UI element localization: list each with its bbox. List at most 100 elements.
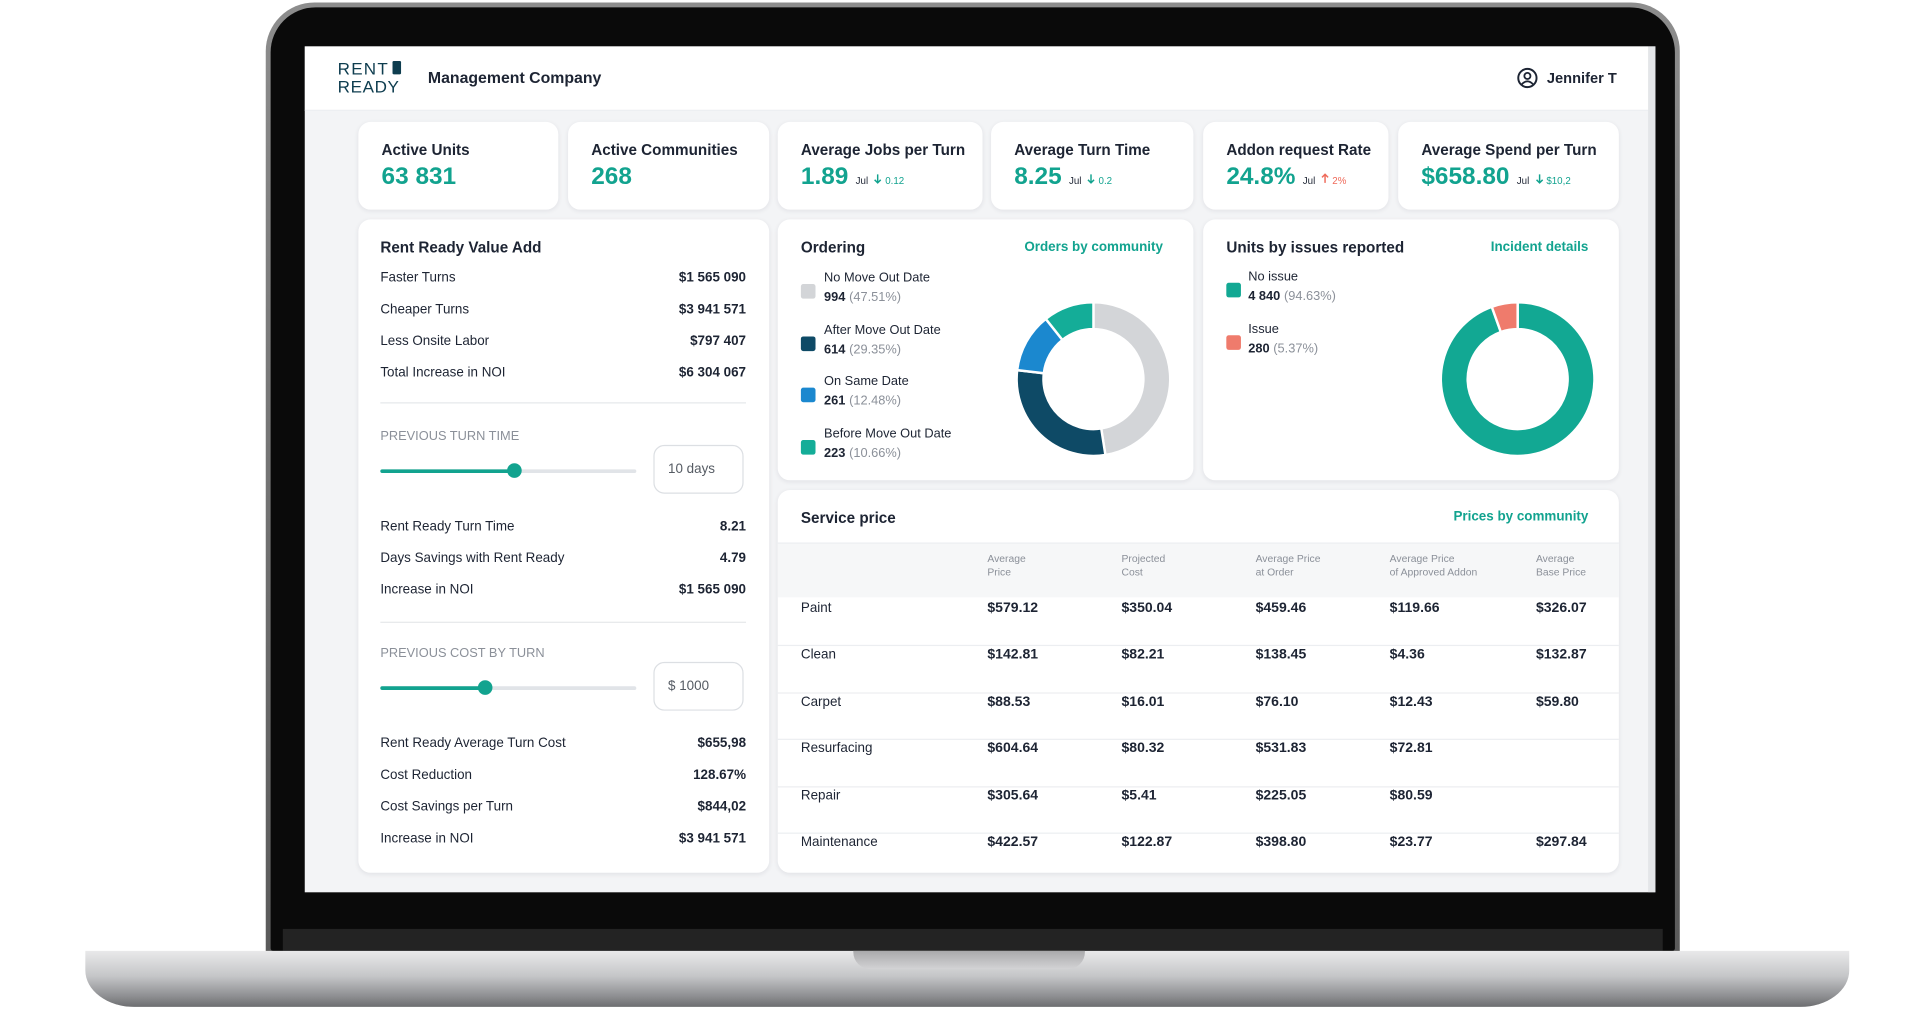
kpi-card: Average Spend per Turn $658.80 Jul $10,2 <box>1398 121 1619 210</box>
kpi-value: $658.80 <box>1421 163 1510 191</box>
card-title: Ordering <box>800 238 866 256</box>
divider <box>380 621 747 623</box>
input-value: 10 days <box>668 462 715 477</box>
summary-row: Total Increase in NOI $6 304 067 <box>380 366 746 381</box>
legend-value: 223 (10.66%) <box>824 446 901 461</box>
screen: RENT READY Management Company Jennifer T… <box>304 46 1656 893</box>
cost-row: Increase in NOI $3 941 571 <box>380 831 746 846</box>
user-name[interactable]: Jennifer T <box>1546 69 1617 87</box>
donut-chart <box>1439 301 1596 458</box>
legend-name: No issue <box>1248 269 1299 285</box>
divider <box>380 402 747 404</box>
price-cell: $398.80 <box>1255 835 1307 850</box>
kpi-value: 8.25 <box>1014 163 1062 191</box>
slider-thumb[interactable] <box>507 463 522 478</box>
turn-row: Increase in NOI $1 565 090 <box>380 583 746 598</box>
row-value: 8.21 <box>719 519 747 534</box>
row-label: Total Increase in NOI <box>380 365 506 381</box>
price-cell: $80.59 <box>1389 788 1433 803</box>
legend-swatch <box>1226 334 1241 350</box>
logo-bottom: READY <box>337 76 400 97</box>
legend-count: 280 <box>1248 340 1270 356</box>
price-cell: $305.64 <box>987 788 1039 803</box>
trend-arrow <box>1535 174 1543 184</box>
trend-arrow <box>1321 173 1329 183</box>
legend-name: On Same Date <box>824 374 909 390</box>
row-label: Cost Savings per Turn <box>380 799 514 815</box>
row-label: Cheaper Turns <box>380 302 470 317</box>
kpi-value: 24.8% <box>1226 163 1296 191</box>
card-title: Service price <box>800 509 896 527</box>
card-link[interactable]: Incident details <box>1490 240 1589 255</box>
legend-percent: (10.66%) <box>849 446 902 461</box>
slider-fill <box>380 469 515 473</box>
row-value: $844,02 <box>697 799 747 815</box>
price-cell: $82.21 <box>1121 647 1165 663</box>
column-header: at Order <box>1255 565 1294 578</box>
kpi-title: Addon request Rate <box>1226 141 1372 159</box>
column-header: Price <box>987 565 1012 578</box>
kpi-card: Average Jobs per Turn 1.89 Jul 0.12 <box>777 121 983 210</box>
turn-row: Days Savings with Rent Ready 4.79 <box>380 551 746 566</box>
card-link[interactable]: Prices by community <box>1453 509 1589 525</box>
kpi-period: Jul <box>855 175 869 187</box>
kpi-value: 268 <box>591 163 632 191</box>
legend-swatch <box>1226 282 1241 298</box>
row-value: 128.67% <box>693 767 747 783</box>
legend-value: 261 (12.48%) <box>824 394 901 409</box>
row-label: Faster Turns <box>380 270 456 286</box>
kpi-value-row: 1.89 Jul 0.12 <box>801 163 904 191</box>
kpi-period: Jul <box>1068 175 1082 187</box>
row-label: Increase in NOI <box>380 831 474 846</box>
price-cell: $531.83 <box>1255 741 1307 757</box>
slider[interactable] <box>380 680 637 695</box>
card-link[interactable]: Orders by community <box>1024 240 1163 255</box>
row-divider <box>777 738 1619 741</box>
input-box[interactable]: $ 1000 <box>653 661 744 711</box>
column-header: Average <box>1535 552 1575 565</box>
trend-arrow-shape <box>874 174 882 184</box>
legend-percent: (47.51%) <box>849 290 902 305</box>
column-header: Average Price <box>1255 552 1321 565</box>
kpi-delta: 0.2 <box>1098 175 1113 187</box>
price-cell: $12.43 <box>1389 694 1433 710</box>
row-divider <box>777 645 1619 647</box>
user-icon-body <box>1521 80 1534 85</box>
row-value: $3 941 571 <box>678 302 747 317</box>
price-cell: $142.81 <box>987 647 1039 663</box>
slider[interactable] <box>380 463 637 478</box>
row-value: $797 407 <box>690 334 747 349</box>
kpi-card: Average Turn Time 8.25 Jul 0.2 <box>991 121 1194 210</box>
input-box[interactable]: 10 days <box>653 444 744 494</box>
kpi-title: Active Communities <box>591 141 738 159</box>
price-cell: $138.45 <box>1255 647 1307 663</box>
ordering-card: Ordering Orders by community No Move Out D… <box>777 219 1194 481</box>
row-divider <box>777 785 1619 787</box>
donut-segment <box>1092 301 1172 457</box>
row-label: Cost Reduction <box>380 767 473 783</box>
row-value: $1 565 090 <box>678 270 747 286</box>
logo-top: RENT <box>337 58 390 79</box>
price-cell: $16.01 <box>1121 694 1165 710</box>
trend-arrow-shape <box>1535 174 1543 184</box>
row-label: Rent Ready Average Turn Cost <box>380 736 566 751</box>
kpi-card: Active Units 63 831 <box>358 121 559 210</box>
slider-fill <box>380 686 486 690</box>
row-divider <box>777 692 1619 694</box>
donut-segment <box>1439 301 1596 458</box>
top-bar: RENT READY Management Company Jennifer T <box>304 46 1649 111</box>
summary-row: Faster Turns $1 565 090 <box>380 271 746 286</box>
legend-name: Issue <box>1248 321 1279 336</box>
summary-row: Cheaper Turns $3 941 571 <box>380 302 746 317</box>
section-label: PREVIOUS COST BY TURN <box>380 646 545 661</box>
card-title: Units by issues reported <box>1226 238 1405 256</box>
cost-row: Rent Ready Average Turn Cost $655,98 <box>380 736 746 751</box>
kpi-card: Addon request Rate 24.8% Jul 2% <box>1203 121 1389 210</box>
row-label: Rent Ready Turn Time <box>380 519 515 534</box>
price-cell: $4.36 <box>1389 647 1425 663</box>
user-icon[interactable] <box>1516 67 1538 89</box>
turn-row: Rent Ready Turn Time 8.21 <box>380 519 746 534</box>
price-cell: $88.53 <box>987 694 1031 710</box>
slider-thumb[interactable] <box>477 680 493 695</box>
